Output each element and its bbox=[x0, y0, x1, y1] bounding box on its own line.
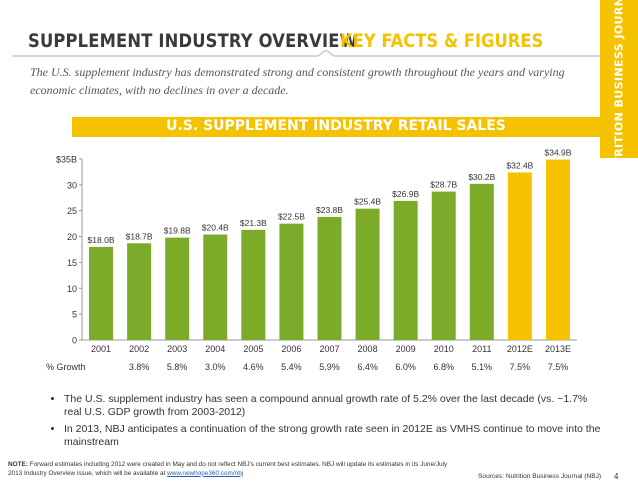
growth-value: 6.4% bbox=[357, 362, 378, 372]
y-tick-label: 30 bbox=[67, 180, 77, 190]
bullet-item: In 2013, NBJ anticipates a continuation … bbox=[64, 423, 604, 449]
growth-value: 5.9% bbox=[319, 362, 340, 372]
y-tick-label: 0 bbox=[72, 336, 77, 346]
x-tick-label: 2011 bbox=[472, 344, 491, 354]
bullet-item: The U.S. supplement industry has seen a … bbox=[64, 393, 604, 419]
data-label: $32.4B bbox=[506, 160, 533, 170]
x-tick-label: 2008 bbox=[358, 344, 378, 354]
bar bbox=[469, 183, 494, 340]
growth-value: 6.0% bbox=[395, 362, 416, 372]
bar bbox=[203, 234, 228, 340]
growth-value: 7.5% bbox=[548, 362, 569, 372]
growth-value: 3.8% bbox=[129, 362, 150, 372]
x-tick-label: 2004 bbox=[205, 344, 225, 354]
bar bbox=[165, 237, 190, 340]
bar bbox=[89, 246, 114, 340]
x-tick-label: 2013E bbox=[545, 344, 571, 354]
y-tick-label: 10 bbox=[67, 284, 77, 294]
bar bbox=[393, 200, 418, 340]
data-label: $30.2B bbox=[468, 172, 495, 182]
growth-value: 4.6% bbox=[243, 362, 264, 372]
growth-value: 5.1% bbox=[472, 362, 493, 372]
x-tick-label: 2002 bbox=[129, 344, 149, 354]
note-label: NOTE: bbox=[8, 461, 28, 468]
data-label: $22.5B bbox=[278, 212, 305, 222]
data-label: $21.3B bbox=[240, 218, 267, 228]
x-tick-label: 2001 bbox=[91, 344, 111, 354]
x-tick-label: 2010 bbox=[434, 344, 454, 354]
data-label: $28.7B bbox=[430, 180, 457, 190]
bar bbox=[507, 172, 532, 340]
growth-label: % Growth bbox=[46, 362, 86, 372]
note-link[interactable]: www.newhope360.com/nbj bbox=[167, 469, 244, 477]
data-label: $20.4B bbox=[202, 223, 229, 233]
bar bbox=[431, 191, 456, 340]
growth-value: 3.0% bbox=[205, 362, 226, 372]
x-tick-label: 2005 bbox=[243, 344, 263, 354]
x-tick-label: 2009 bbox=[396, 344, 416, 354]
bar bbox=[545, 159, 570, 340]
data-label: $18.7B bbox=[126, 231, 153, 241]
bar bbox=[241, 229, 266, 340]
data-label: $19.8B bbox=[164, 226, 191, 236]
title-rule bbox=[12, 50, 602, 57]
data-label: $25.4B bbox=[354, 197, 381, 207]
sales-chart: 0 5 10 15 20 25 30 $35B $18.0B 2001 $18.7B 2002 3.8%… bbox=[46, 148, 577, 372]
data-label: $26.9B bbox=[392, 189, 419, 199]
note-text: Forward estimates including 2012 were cr… bbox=[8, 461, 448, 477]
data-label: $18.0B bbox=[88, 235, 115, 245]
intro-text: The U.S. supplement industry has demonst… bbox=[30, 65, 565, 97]
growth-value: 5.8% bbox=[167, 362, 188, 372]
bullet-list: The U.S. supplement industry has seen a … bbox=[50, 393, 604, 453]
y-tick-label: 15 bbox=[67, 258, 77, 268]
bar bbox=[317, 216, 342, 340]
chart-title: U.S. SUPPLEMENT INDUSTRY RETAIL SALES bbox=[166, 118, 506, 134]
bar bbox=[355, 208, 380, 340]
x-tick-label: 2003 bbox=[167, 344, 187, 354]
y-tick-label: 20 bbox=[67, 232, 77, 242]
x-tick-label: 2012E bbox=[507, 344, 533, 354]
page-subtitle: KEY FACTS & FIGURES bbox=[340, 30, 544, 52]
y-tick-label: $35B bbox=[56, 155, 77, 165]
growth-value: 7.5% bbox=[510, 362, 531, 372]
side-tab bbox=[600, 0, 638, 158]
title-row: SUPPLEMENT INDUSTRY OVERVIEW KEY FACTS &… bbox=[0, 0, 638, 60]
growth-value: 5.4% bbox=[281, 362, 302, 372]
y-tick-label: 5 bbox=[72, 310, 77, 320]
x-tick-label: 2007 bbox=[319, 344, 339, 354]
data-label: $34.9B bbox=[544, 148, 571, 158]
x-tick-label: 2006 bbox=[281, 344, 301, 354]
y-tick-label: 25 bbox=[67, 206, 77, 216]
bar bbox=[127, 243, 152, 340]
page-number: 4 bbox=[614, 472, 619, 481]
chart-banner: U.S. SUPPLEMENT INDUSTRY RETAIL SALES bbox=[72, 117, 600, 137]
bar bbox=[279, 223, 304, 340]
growth-value: 6.8% bbox=[433, 362, 454, 372]
page-title: SUPPLEMENT INDUSTRY OVERVIEW bbox=[28, 30, 358, 52]
sources: Sources: Nutrition Business Journal (NBJ… bbox=[478, 473, 602, 480]
footnote: NOTE: Forward estimates including 2012 w… bbox=[8, 461, 448, 478]
data-label: $23.8B bbox=[316, 205, 343, 215]
